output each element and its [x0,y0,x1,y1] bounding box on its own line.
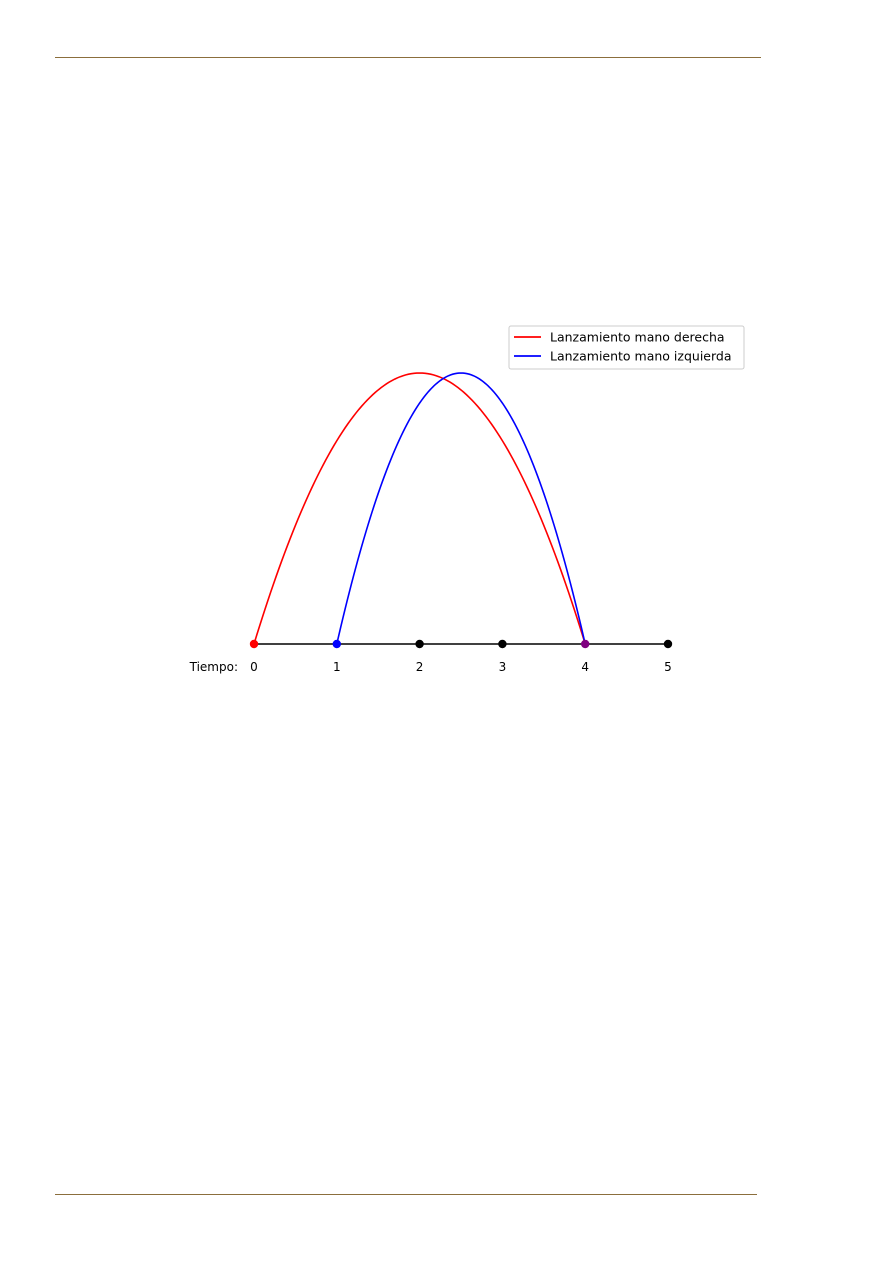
x-tick-label-5: 5 [664,660,672,674]
x-tick-label-3: 3 [499,660,507,674]
x-tick-label-2: 2 [416,660,424,674]
timeline-point-3 [498,639,507,649]
throw-arc-1 [253,372,586,645]
footer-rule [55,1194,757,1195]
header-rule [55,57,761,58]
timeline-point-5 [663,639,673,649]
timeline-point-4 [581,639,590,649]
timeline-point-2 [415,639,424,649]
x-tick-label-4: 4 [581,660,589,674]
throw-arcs [253,372,586,645]
x-tick-label-0: 0 [250,660,258,674]
legend-label-1: Lanzamiento mano derecha [550,330,725,345]
legend-box [508,325,745,370]
legend-label-2: Lanzamiento mano izquierda [550,349,732,364]
timeline-point-0 [249,639,259,649]
x-tick-label-1: 1 [333,660,341,674]
timeline-point-1 [332,639,341,649]
timeline-points [249,639,673,649]
legend: Lanzamiento mano derecha Lanzamiento mano… [508,325,745,370]
x-axis-label: Tiempo: [189,660,238,674]
throw-arc-2 [336,372,586,645]
x-tick-labels: 0 1 2 3 4 5 [250,660,672,674]
